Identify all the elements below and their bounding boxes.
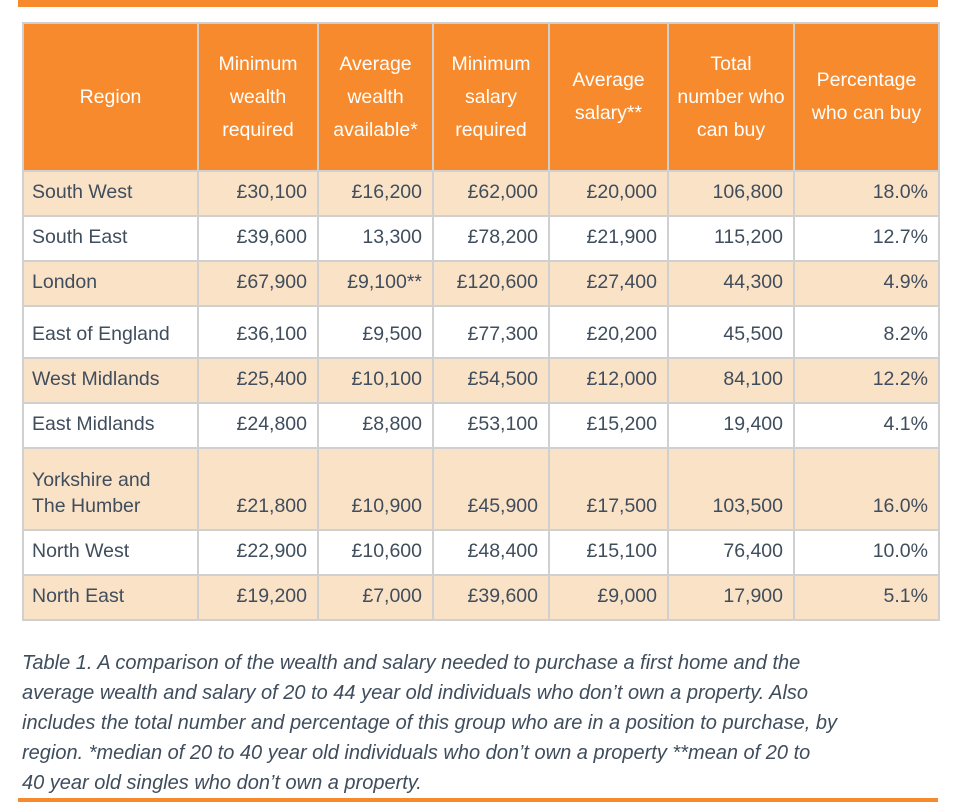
value-cell: £24,800 xyxy=(197,402,319,449)
value-cell: 103,500 xyxy=(667,447,795,531)
table-row-east-of-england: East of England £36,100 £9,500 £77,300 £… xyxy=(22,305,940,359)
column-header-pct-can-buy: Percentage who can buy xyxy=(793,22,940,172)
table-row-south-east: South East £39,600 13,300 £78,200 £21,90… xyxy=(22,215,940,262)
region-cell: East Midlands xyxy=(22,402,199,449)
table-row-london: London £67,900 £9,100** £120,600 £27,400… xyxy=(22,260,940,307)
table-row-north-east: North East £19,200 £7,000 £39,600 £9,000… xyxy=(22,574,940,621)
value-cell: £10,900 xyxy=(317,447,434,531)
value-cell: 12.7% xyxy=(793,215,940,262)
value-cell: 16.0% xyxy=(793,447,940,531)
value-cell: £8,800 xyxy=(317,402,434,449)
value-cell: £10,600 xyxy=(317,529,434,576)
value-cell: 13,300 xyxy=(317,215,434,262)
value-cell: 18.0% xyxy=(793,170,940,217)
value-cell: £53,100 xyxy=(432,402,550,449)
table-row-east-midlands: East Midlands £24,800 £8,800 £53,100 £15… xyxy=(22,402,940,449)
value-cell: £21,900 xyxy=(548,215,669,262)
column-header-avg-wealth: Average wealth available* xyxy=(317,22,434,172)
value-cell: £77,300 xyxy=(432,305,550,359)
value-cell: £67,900 xyxy=(197,260,319,307)
value-cell: 4.9% xyxy=(793,260,940,307)
region-cell: West Midlands xyxy=(22,357,199,404)
bottom-accent-strip xyxy=(18,798,938,802)
value-cell: £30,100 xyxy=(197,170,319,217)
value-cell: 76,400 xyxy=(667,529,795,576)
value-cell: £7,000 xyxy=(317,574,434,621)
table-caption: Table 1. A comparison of the wealth and … xyxy=(22,652,837,794)
region-cell: South West xyxy=(22,170,199,217)
value-cell: £15,200 xyxy=(548,402,669,449)
value-cell: £25,400 xyxy=(197,357,319,404)
value-cell: £9,500 xyxy=(317,305,434,359)
column-header-region: Region xyxy=(22,22,199,172)
value-cell: 84,100 xyxy=(667,357,795,404)
column-header-total-can-buy: Total number who can buy xyxy=(667,22,795,172)
value-cell: £78,200 xyxy=(432,215,550,262)
value-cell: 106,800 xyxy=(667,170,795,217)
value-cell: 19,400 xyxy=(667,402,795,449)
value-cell: £9,000 xyxy=(548,574,669,621)
value-cell: 4.1% xyxy=(793,402,940,449)
value-cell: £15,100 xyxy=(548,529,669,576)
value-cell: £120,600 xyxy=(432,260,550,307)
value-cell: £17,500 xyxy=(548,447,669,531)
value-cell: 8.2% xyxy=(793,305,940,359)
column-header-min-salary: Minimum salary required xyxy=(432,22,550,172)
value-cell: £39,600 xyxy=(197,215,319,262)
table-row-south-west: South West £30,100 £16,200 £62,000 £20,0… xyxy=(22,170,940,217)
value-cell: £21,800 xyxy=(197,447,319,531)
region-cell: London xyxy=(22,260,199,307)
value-cell: £16,200 xyxy=(317,170,434,217)
table-row-north-west: North West £22,900 £10,600 £48,400 £15,1… xyxy=(22,529,940,576)
value-cell: £22,900 xyxy=(197,529,319,576)
value-cell: 115,200 xyxy=(667,215,795,262)
value-cell: £20,000 xyxy=(548,170,669,217)
top-accent-strip xyxy=(18,0,938,7)
region-cell: North East xyxy=(22,574,199,621)
value-cell: £48,400 xyxy=(432,529,550,576)
value-cell: £10,100 xyxy=(317,357,434,404)
value-cell: £39,600 xyxy=(432,574,550,621)
region-cell: East of England xyxy=(22,305,199,359)
region-cell: South East xyxy=(22,215,199,262)
value-cell: £54,500 xyxy=(432,357,550,404)
region-cell: North West xyxy=(22,529,199,576)
value-cell: £36,100 xyxy=(197,305,319,359)
value-cell: £27,400 xyxy=(548,260,669,307)
table-row-yorkshire-humber: Yorkshire and The Humber £21,800 £10,900… xyxy=(22,447,940,531)
value-cell: £45,900 xyxy=(432,447,550,531)
value-cell: £62,000 xyxy=(432,170,550,217)
value-cell: £12,000 xyxy=(548,357,669,404)
value-cell: 12.2% xyxy=(793,357,940,404)
column-header-avg-salary: Average salary** xyxy=(548,22,669,172)
value-cell: £20,200 xyxy=(548,305,669,359)
value-cell: 17,900 xyxy=(667,574,795,621)
wealth-salary-table: Region Minimum wealth required Average w… xyxy=(22,22,940,621)
column-header-min-wealth: Minimum wealth required xyxy=(197,22,319,172)
header-row: Region Minimum wealth required Average w… xyxy=(22,22,940,172)
value-cell: £9,100** xyxy=(317,260,434,307)
value-cell: 10.0% xyxy=(793,529,940,576)
value-cell: 45,500 xyxy=(667,305,795,359)
region-cell: Yorkshire and The Humber xyxy=(22,447,199,531)
value-cell: £19,200 xyxy=(197,574,319,621)
value-cell: 44,300 xyxy=(667,260,795,307)
value-cell: 5.1% xyxy=(793,574,940,621)
table-row-west-midlands: West Midlands £25,400 £10,100 £54,500 £1… xyxy=(22,357,940,404)
